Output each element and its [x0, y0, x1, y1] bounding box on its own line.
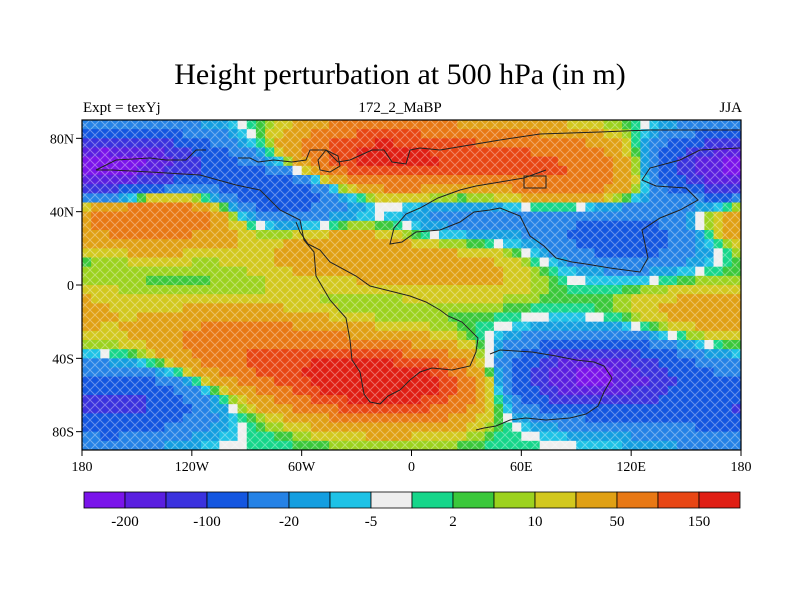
- colorbar-box: [534, 491, 577, 509]
- colorbar-label: -5: [365, 514, 378, 530]
- coastline-greenland: [317, 149, 341, 173]
- x-tick-label: 0: [408, 460, 415, 475]
- coastlines: [95, 129, 741, 431]
- x-tick-label: 120E: [616, 460, 646, 475]
- colorbar-box: [575, 491, 618, 509]
- colorbar-box: [83, 491, 126, 509]
- latitude-ticks: 80N 40N 0 40S 80S: [50, 132, 82, 441]
- coastline-americas: [95, 149, 479, 405]
- colorbar-box: [493, 491, 536, 509]
- colorbar: -200 -100 -20 -5 2 10 50 150: [83, 491, 741, 530]
- colorbar-label: -200: [111, 514, 139, 530]
- y-tick-label: 0: [67, 279, 74, 294]
- colorbar-label: 50: [610, 514, 625, 530]
- colorbar-label: 2: [449, 514, 457, 530]
- y-tick-label: 40S: [52, 352, 74, 367]
- colorbar-box: [247, 491, 290, 509]
- colorbar-label: -20: [279, 514, 299, 530]
- coastline-antarctica: [475, 349, 613, 431]
- y-tick-label: 80S: [52, 426, 74, 441]
- x-tick-label: 180: [72, 460, 93, 475]
- y-tick-label: 80N: [50, 132, 74, 147]
- x-tick-label: 120W: [175, 460, 210, 475]
- x-tick-label: 60W: [288, 460, 316, 475]
- season-label: JJA: [719, 100, 742, 116]
- experiment-label: Expt = texYj: [83, 100, 161, 116]
- colorbar-box: [657, 491, 700, 509]
- run-id-label: 172_2_MaBP: [358, 100, 442, 116]
- colorbar-label: 150: [688, 514, 711, 530]
- colorbar-box: [370, 491, 413, 509]
- colorbar-box: [411, 491, 454, 509]
- colorbar-box: [124, 491, 167, 509]
- plot-title: Height perturbation at 500 hPa (in m): [174, 58, 626, 91]
- longitude-ticks: 180 120W 60W 0 60E 120E 180: [72, 450, 752, 475]
- colorbar-label: -100: [193, 514, 221, 530]
- colorbar-box: [288, 491, 331, 509]
- stipple-overlay: [82, 120, 741, 450]
- x-tick-label: 60E: [510, 460, 533, 475]
- colorbar-box: [616, 491, 659, 509]
- y-tick-label: 40N: [50, 206, 74, 221]
- colorbar-box: [698, 491, 741, 509]
- colorbar-box: [165, 491, 208, 509]
- coastline-lake: [523, 175, 547, 189]
- colorbar-box: [206, 491, 249, 509]
- colorbar-box: [329, 491, 372, 509]
- colorbar-box: [452, 491, 495, 509]
- colorbar-label: 10: [528, 514, 543, 530]
- coastline-eurasia: [238, 129, 741, 273]
- x-tick-label: 180: [731, 460, 752, 475]
